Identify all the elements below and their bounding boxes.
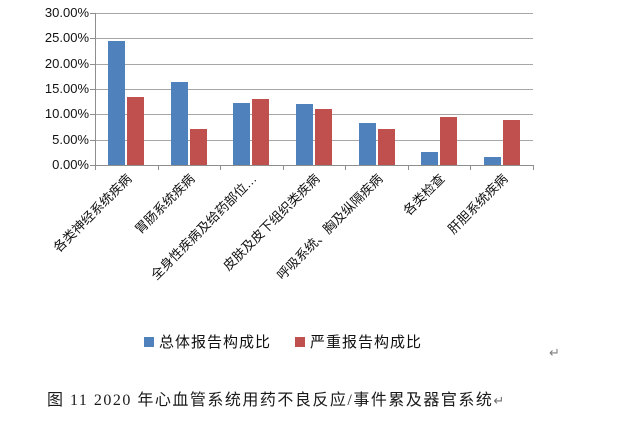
gridline — [95, 63, 533, 65]
y-axis-tick — [90, 165, 95, 166]
y-axis-tick-label: 10.00% — [44, 106, 89, 122]
y-axis-tick-label: 30.00% — [44, 5, 89, 20]
y-axis-tick-label: 0.00% — [52, 157, 89, 172]
y-axis-tick-label: 20.00% — [44, 55, 89, 71]
x-axis-tick — [220, 166, 222, 170]
bar-total — [483, 157, 501, 165]
bar-severe — [440, 117, 458, 165]
caption-return-mark: ↵ — [493, 393, 505, 408]
y-axis-line — [95, 13, 96, 166]
x-axis-tick — [95, 166, 96, 170]
bar-severe — [377, 129, 395, 165]
x-axis-tick — [533, 166, 534, 170]
gridline — [95, 89, 533, 90]
legend-label-total: 总体报告构成比 — [159, 334, 272, 351]
bar-severe — [252, 99, 270, 165]
y-axis-tick — [90, 63, 95, 65]
y-axis-tick — [90, 139, 95, 141]
gridline — [95, 38, 533, 40]
y-axis-tick — [90, 13, 95, 14]
bar-total — [296, 104, 313, 165]
bar-severe — [502, 120, 520, 165]
bar-severe — [127, 97, 145, 165]
figure-caption: 图 11 2020 年心血管系统用药不良反应/事件累及器官系统↵ — [47, 386, 504, 410]
bar-total — [170, 82, 188, 165]
y-axis-tick — [90, 38, 95, 40]
x-axis-tick — [282, 166, 284, 170]
x-axis-tick — [470, 166, 472, 170]
bar-total — [233, 103, 251, 165]
y-axis-tick-label: 5.00% — [52, 131, 89, 147]
y-axis-tick — [90, 114, 95, 116]
gridline — [95, 114, 533, 116]
bar-total — [421, 152, 439, 165]
y-axis-tick — [90, 89, 95, 90]
paragraph-return-mark: ↵ — [549, 345, 560, 360]
legend-label-severe: 严重报告构成比 — [310, 334, 423, 351]
y-axis-tick-label: 25.00% — [44, 30, 89, 46]
bar-total — [108, 41, 126, 165]
legend-item-total: 总体报告构成比 — [144, 331, 271, 352]
x-axis-tick — [345, 166, 347, 170]
gridline — [95, 139, 533, 141]
bar-severe — [315, 109, 332, 165]
legend-swatch-severe — [295, 336, 306, 347]
x-axis-tick — [157, 166, 159, 170]
chart-legend: 总体报告构成比 严重报告构成比 — [144, 331, 422, 352]
gridline — [95, 13, 533, 14]
x-axis-tick — [407, 166, 409, 170]
bar-chart[interactable]: 30.00% 25.00% 20.00% 15.00% 10.00% 5.00% 0.00%… — [0, 0, 626, 375]
y-axis-tick-label: 15.00% — [44, 81, 89, 96]
figure-caption-text: 图 11 2020 年心血管系统用药不良反应/事件累及器官系统 — [47, 392, 494, 409]
x-axis-line — [95, 165, 534, 166]
bar-severe — [189, 129, 207, 165]
legend-swatch-total — [144, 336, 154, 347]
legend-item-severe: 严重报告构成比 — [295, 331, 422, 352]
bar-total — [358, 123, 376, 165]
